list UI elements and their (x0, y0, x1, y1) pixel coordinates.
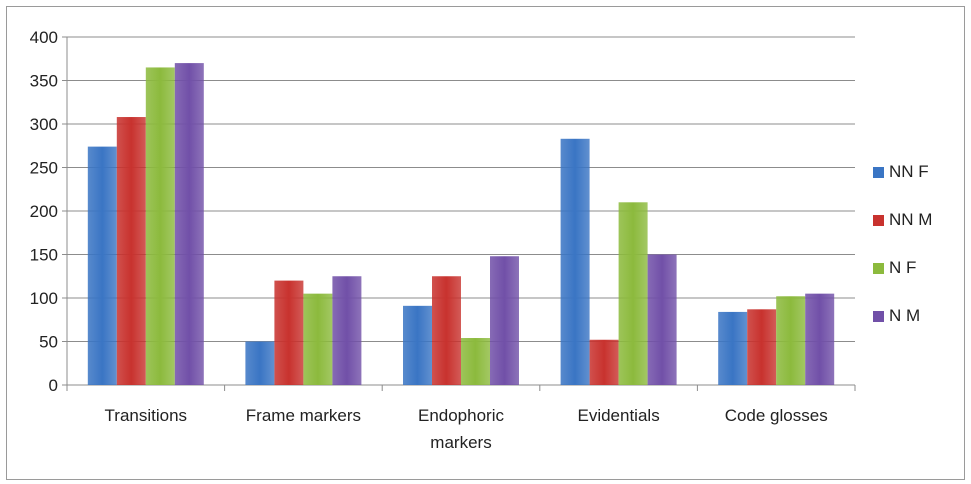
bar-nn-f (560, 138, 590, 385)
legend-swatch (873, 263, 884, 274)
bar-chart: 0 50 100 150 200 250 300 350 400 Transitions Frame… (30, 28, 933, 452)
bar-nn-f (718, 311, 748, 385)
bar-n-m (805, 293, 835, 385)
bar-n-f (303, 293, 333, 385)
legend: NN F NN M N F N M (873, 162, 932, 325)
y-tick-label: 250 (30, 159, 58, 178)
y-tick-label: 0 (49, 376, 58, 395)
bar-n-f (145, 67, 175, 385)
x-tick-label: Code glosses (725, 406, 828, 425)
y-tick-label: 350 (30, 72, 58, 91)
y-tick-label: 200 (30, 202, 58, 221)
axis-labels: 0 50 100 150 200 250 300 350 400 Transitions Frame… (30, 28, 828, 452)
legend-label: NN M (889, 210, 932, 229)
bar-nn-m (432, 276, 461, 385)
x-tick-label: Transitions (105, 406, 188, 425)
legend-swatch (873, 215, 884, 226)
bar-n-f (618, 202, 648, 385)
bar-nn-m (116, 117, 146, 385)
bar-n-m (490, 256, 519, 385)
x-tick-label: Frame markers (246, 406, 361, 425)
bar-n-f (776, 296, 806, 385)
y-tick-label: 100 (30, 289, 58, 308)
bar-n-m (647, 254, 677, 385)
x-tick-label-line: markers (430, 433, 491, 452)
legend-label: NN F (889, 162, 929, 181)
x-tick-label-line: Endophoric (418, 406, 505, 425)
y-tick-label: 50 (39, 333, 58, 352)
bar-nn-f (87, 146, 117, 385)
bar-n-m (332, 276, 362, 385)
bar-nn-m (274, 280, 304, 385)
y-tick-label: 400 (30, 28, 58, 47)
bar-nn-f (245, 341, 275, 385)
y-tick-label: 150 (30, 246, 58, 265)
legend-label: N M (889, 306, 920, 325)
legend-swatch (873, 311, 884, 322)
bar-nn-m (589, 339, 619, 385)
legend-swatch (873, 167, 884, 178)
legend-label: N F (889, 258, 916, 277)
x-tick-label: Evidentials (577, 406, 659, 425)
bar-nn-m (747, 309, 777, 385)
y-tick-label: 300 (30, 115, 58, 134)
bar-nn-f (403, 305, 432, 385)
chart-frame: 0 50 100 150 200 250 300 350 400 Transitions Frame… (6, 6, 965, 480)
bars (87, 63, 835, 385)
bar-n-m (174, 63, 204, 385)
x-tick-label: Endophoric markers (418, 406, 505, 452)
bar-n-f (461, 338, 490, 385)
